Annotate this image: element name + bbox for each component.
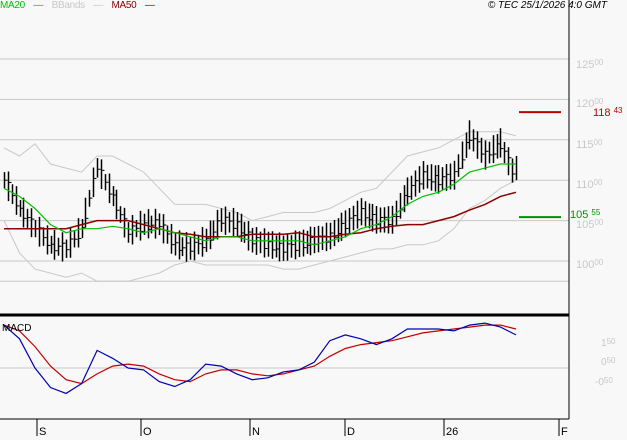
legend-ma50-label: MA50: [111, 0, 137, 11]
price-axis-label: 10000: [576, 258, 603, 271]
price-axis-label: 12500: [576, 58, 603, 71]
x-axis-label-s: S: [39, 426, 47, 438]
ma20-line: [3, 163, 516, 246]
legend-bbands: BBands —: [51, 0, 104, 11]
x-axis-label-f: F: [561, 426, 568, 438]
price-axis-label: 10500: [576, 218, 603, 231]
legend-ma20: MA20 —: [0, 0, 44, 11]
label-dec: 00: [594, 218, 604, 227]
legend-ma50: MA50 —: [111, 0, 155, 11]
copyright-timestamp: © TEC 25/1/2026 4:0 GMT: [487, 0, 607, 11]
macd-line: [3, 322, 517, 395]
label-int: 125: [576, 59, 595, 71]
legend-bbands-label: BBands: [51, 0, 86, 11]
label-dec: 50: [606, 337, 616, 346]
label-int: 115: [576, 139, 594, 151]
label-dec: 43: [613, 106, 623, 115]
label-int: 1: [601, 338, 607, 349]
bollinger-upper-line: [3, 131, 517, 222]
label-int: 0: [601, 357, 607, 368]
macd-axis-label: 150: [601, 337, 615, 349]
x-axis-label-o: O: [143, 426, 152, 438]
label-dec: 55: [591, 208, 601, 217]
label-dec: 50: [606, 356, 616, 365]
macd-title: MACD: [2, 323, 32, 334]
macd-axis-label: -050: [595, 376, 613, 388]
legend-ma20-label: MA20: [0, 0, 25, 11]
label-int: 105: [570, 209, 589, 221]
bollinger-lower-line: [3, 179, 517, 282]
label-dec: 00: [594, 97, 604, 106]
chart-legend: MA20 — BBands — MA50 —: [0, 0, 161, 12]
x-axis-label-26: 26: [446, 426, 459, 438]
support-level-label: 105 55: [570, 208, 600, 221]
resistance-level-label: 118 43: [593, 106, 623, 119]
label-int: 118: [593, 107, 611, 119]
label-int: -0: [595, 377, 604, 388]
price-axis-label: 11500: [576, 138, 602, 151]
x-axis-label-d: D: [347, 426, 355, 438]
label-int: 120: [576, 98, 595, 110]
macd-signal-line: [3, 324, 517, 385]
label-dec: 00: [593, 178, 603, 187]
label-dec: 00: [594, 258, 604, 267]
label-dec: 00: [593, 138, 603, 147]
label-dec: 50: [603, 376, 613, 385]
macd-axis-label: 050: [601, 356, 615, 368]
price-axis-label: 11000: [576, 178, 602, 191]
x-axis-label-n: N: [252, 426, 260, 438]
label-int: 110: [576, 179, 594, 191]
label-int: 100: [576, 259, 595, 271]
ma50-line: [4, 191, 517, 238]
label-dec: 00: [594, 58, 604, 67]
label-int: 105: [576, 219, 595, 231]
price-axis-label: 12000: [576, 97, 603, 110]
